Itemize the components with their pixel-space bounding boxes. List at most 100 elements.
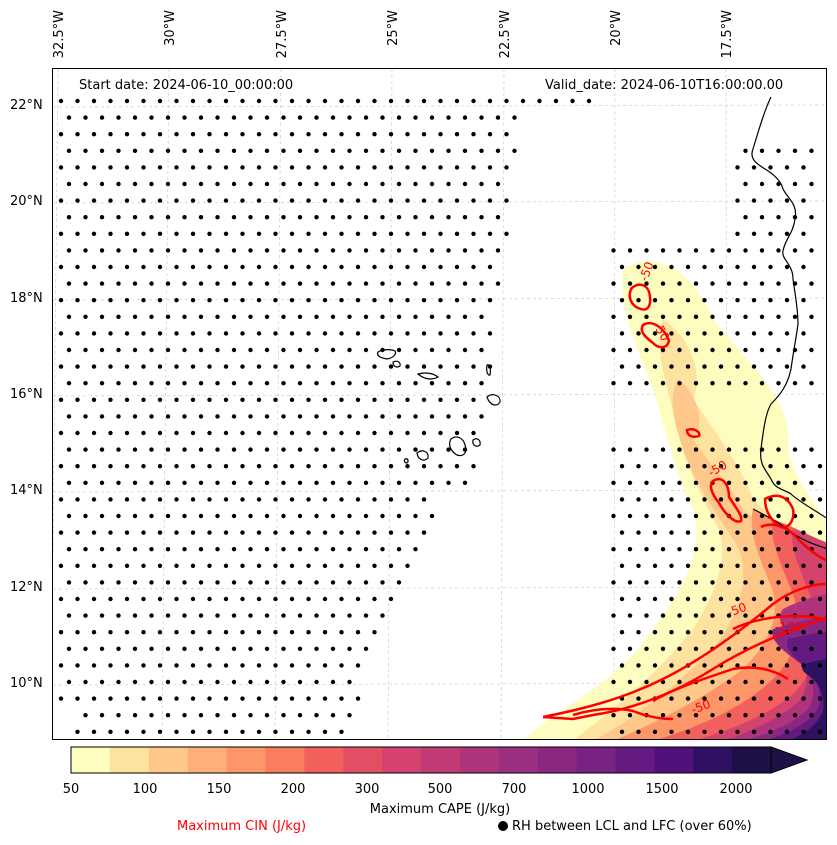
rh-dot — [281, 713, 286, 718]
rh-dot — [289, 264, 295, 270]
rh-dot — [306, 198, 311, 203]
rh-dot — [256, 364, 262, 369]
rh-dot — [116, 513, 121, 519]
rh-dot — [223, 464, 229, 469]
colorbar-segment — [693, 747, 733, 773]
rh-dot — [116, 679, 121, 685]
lat-label-12n: 12°N — [10, 580, 43, 595]
rh-dot — [157, 696, 163, 701]
rh-dot — [141, 430, 146, 436]
rh-dot — [710, 447, 715, 452]
rh-dot — [718, 298, 724, 303]
rh-dot — [273, 630, 278, 635]
rh-dot — [198, 181, 204, 187]
rh-dot — [363, 447, 369, 452]
rh-dot — [240, 132, 245, 137]
rh-dot — [157, 364, 163, 369]
rh-dot — [240, 530, 245, 535]
rh-dot — [174, 530, 179, 535]
rh-dot — [396, 480, 402, 485]
colorbar-tick: 150 — [206, 782, 232, 797]
rh-dot — [190, 430, 196, 436]
rh-dot — [174, 464, 179, 469]
rh-dot — [306, 264, 311, 270]
rh-dot — [322, 464, 328, 469]
rh-dot — [421, 132, 427, 137]
rh-dot — [636, 497, 641, 502]
rh-dot — [388, 364, 394, 369]
rh-dot — [776, 148, 781, 153]
rh-dot — [710, 248, 715, 253]
rh-dot — [207, 298, 212, 303]
rh-dot — [759, 215, 765, 220]
rh-dot — [743, 347, 748, 353]
rh-dot — [718, 596, 724, 602]
rh-dot — [66, 646, 72, 651]
rh-legend: RH between LCL and LFC (over 60%) — [498, 819, 752, 834]
rh-dot — [297, 148, 303, 153]
rh-dot — [363, 181, 369, 187]
rh-dot — [685, 331, 691, 336]
rh-dot — [619, 264, 625, 270]
rh-dot — [776, 646, 781, 651]
rh-dot — [182, 447, 187, 452]
rh-dot — [207, 663, 212, 668]
rh-dot — [751, 563, 757, 568]
rh-dot — [660, 480, 666, 485]
rh-dot — [91, 397, 97, 402]
rh-dot — [380, 480, 385, 485]
rh-dot — [479, 181, 484, 187]
rh-dot — [677, 314, 682, 319]
rh-dot — [438, 231, 443, 236]
cin-contour-label: -100 — [775, 620, 802, 634]
rh-dot — [405, 331, 410, 336]
rh-dot — [248, 181, 253, 187]
rh-dot — [347, 248, 352, 253]
rh-dot — [231, 580, 237, 585]
rh-dot — [58, 331, 64, 336]
rh-dot — [372, 198, 377, 203]
rh-dot — [91, 264, 97, 270]
rh-dot — [504, 98, 509, 104]
rh-dot — [132, 447, 138, 452]
rh-dot — [330, 248, 336, 253]
rh-dot — [182, 215, 187, 220]
rh-dot — [627, 447, 633, 452]
rh-dot — [685, 464, 691, 469]
rh-dot — [735, 464, 740, 469]
rh-dot — [281, 381, 286, 386]
rh-dot — [611, 248, 616, 253]
rh-dot — [174, 696, 179, 701]
rh-dot — [627, 547, 633, 552]
rh-dot — [91, 663, 97, 668]
rh-dot — [264, 513, 270, 519]
rh-dot — [273, 729, 278, 734]
rh-dot — [776, 347, 781, 353]
rh-dot — [83, 281, 88, 286]
rh-dot — [58, 530, 64, 535]
rh-dot — [264, 281, 270, 286]
rh-dot — [339, 430, 344, 436]
rh-dot — [289, 165, 295, 170]
rh-dot — [693, 713, 699, 718]
rh-dot — [347, 215, 352, 220]
rh-dot — [165, 148, 171, 153]
rh-dot — [330, 679, 336, 685]
rh-dot — [141, 696, 146, 701]
rh-dot — [273, 264, 278, 270]
rh-dot — [91, 530, 97, 535]
rh-dot — [735, 331, 740, 336]
rh-dot — [165, 480, 171, 485]
rh-dot — [108, 530, 113, 535]
cin-contour — [542, 616, 826, 721]
rh-dot — [75, 596, 80, 602]
map-panel[interactable]: -50 -50 -50 -50 -100 -50 — [52, 68, 827, 740]
rh-dot — [182, 115, 187, 120]
rh-dot — [165, 314, 171, 319]
rh-dot — [718, 364, 724, 369]
rh-dot — [306, 530, 311, 535]
rh-dot — [809, 447, 814, 452]
rh-dot — [809, 215, 814, 220]
rh-dot — [438, 132, 443, 137]
rh-dot — [141, 663, 146, 668]
